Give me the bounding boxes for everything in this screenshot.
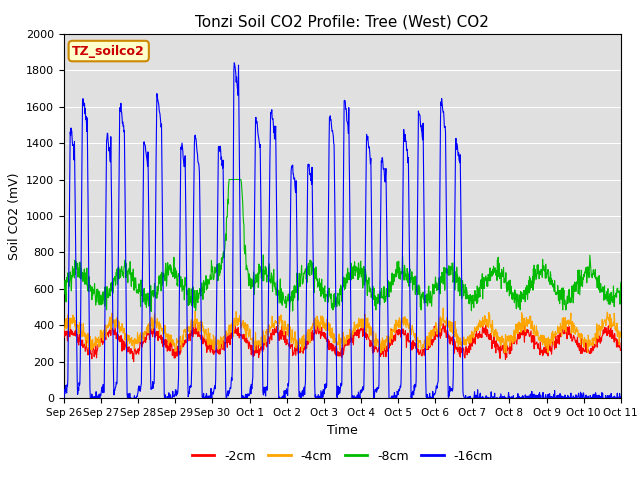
Y-axis label: Soil CO2 (mV): Soil CO2 (mV) <box>8 172 20 260</box>
Legend: -2cm, -4cm, -8cm, -16cm: -2cm, -4cm, -8cm, -16cm <box>187 445 498 468</box>
Text: TZ_soilco2: TZ_soilco2 <box>72 45 145 58</box>
Title: Tonzi Soil CO2 Profile: Tree (West) CO2: Tonzi Soil CO2 Profile: Tree (West) CO2 <box>195 15 490 30</box>
X-axis label: Time: Time <box>327 424 358 437</box>
